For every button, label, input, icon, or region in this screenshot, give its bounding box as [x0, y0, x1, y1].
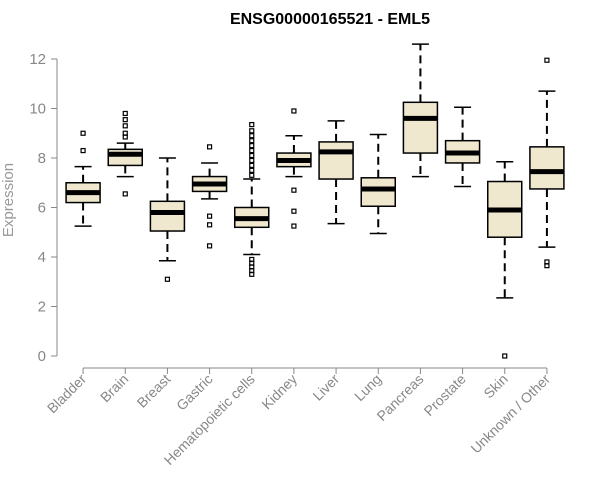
outlier-point — [122, 110, 128, 117]
x-tick-label: Bladder — [44, 371, 90, 417]
y-tick-label: 0 — [38, 348, 46, 365]
y-tick-label: 8 — [38, 150, 46, 167]
box-kidney — [276, 108, 312, 229]
y-axis: 0 2 4 6 8 10 12 — [29, 51, 58, 365]
x-tick-label: Kidney — [258, 371, 300, 413]
outlier-point — [291, 223, 297, 229]
outlier-point — [249, 121, 255, 128]
box-bladder — [65, 130, 101, 227]
box-rect — [318, 141, 354, 180]
box-group — [65, 43, 565, 359]
box-gastric — [191, 144, 228, 249]
box-unknown-other — [529, 57, 565, 269]
outlier-point — [502, 353, 508, 359]
y-tick-label: 2 — [38, 299, 46, 316]
box-rect — [402, 101, 439, 154]
y-tick-label: 4 — [38, 249, 46, 266]
outlier-point — [122, 117, 128, 123]
outlier-point — [291, 187, 297, 193]
outlier-point — [249, 128, 255, 134]
x-tick-label: Pancreas — [373, 371, 426, 424]
outlier-point — [544, 57, 550, 63]
outlier-point — [122, 191, 128, 197]
box-hematopoietic-cells — [234, 121, 270, 277]
outlier-point — [249, 256, 255, 263]
x-tick-label: Skin — [480, 371, 511, 402]
outlier-point — [80, 147, 86, 154]
outlier-point — [249, 152, 255, 159]
x-tick-label: Unknown / Other — [467, 371, 553, 457]
box-rect — [360, 177, 396, 208]
outlier-point — [206, 222, 213, 228]
outlier-point — [206, 144, 213, 150]
box-rect — [529, 146, 565, 190]
box-breast — [149, 157, 186, 282]
outlier-point — [544, 263, 550, 269]
box-brain — [107, 110, 143, 197]
y-tick-label: 6 — [38, 200, 46, 217]
outlier-point — [249, 172, 255, 178]
box-rect — [107, 148, 143, 167]
outlier-point — [122, 123, 128, 129]
outlier-point — [291, 108, 297, 114]
y-tick-label: 10 — [29, 101, 46, 118]
box-rect — [149, 200, 186, 232]
outlier-point — [291, 208, 297, 214]
outlier-point — [249, 147, 255, 154]
x-tick-label: Breast — [134, 371, 174, 411]
outlier-point — [80, 130, 86, 136]
outlier-point — [249, 162, 255, 169]
box-lung — [360, 133, 396, 235]
outlier-point — [249, 157, 255, 164]
outlier-point — [249, 167, 255, 173]
box-pancreas — [402, 43, 439, 178]
box-prostate — [444, 106, 481, 188]
x-tick-label: Prostate — [421, 371, 469, 419]
chart-title: ENSG00000165521 - EML5 — [230, 11, 430, 28]
y-tick-label: 12 — [29, 51, 46, 68]
outlier-point — [249, 143, 255, 149]
outlier-point — [206, 243, 213, 249]
outlier-point — [249, 133, 255, 139]
outlier-point — [164, 276, 171, 282]
outlier-point — [206, 213, 213, 219]
x-tick-label: Liver — [309, 371, 342, 404]
x-tick-label: Brain — [97, 371, 131, 405]
y-axis-label: Expression — [0, 163, 17, 237]
outlier-point — [249, 138, 255, 144]
box-skin — [487, 160, 523, 359]
outlier-point — [122, 130, 128, 136]
box-liver — [318, 120, 354, 225]
x-tick-label: Lung — [351, 371, 384, 404]
